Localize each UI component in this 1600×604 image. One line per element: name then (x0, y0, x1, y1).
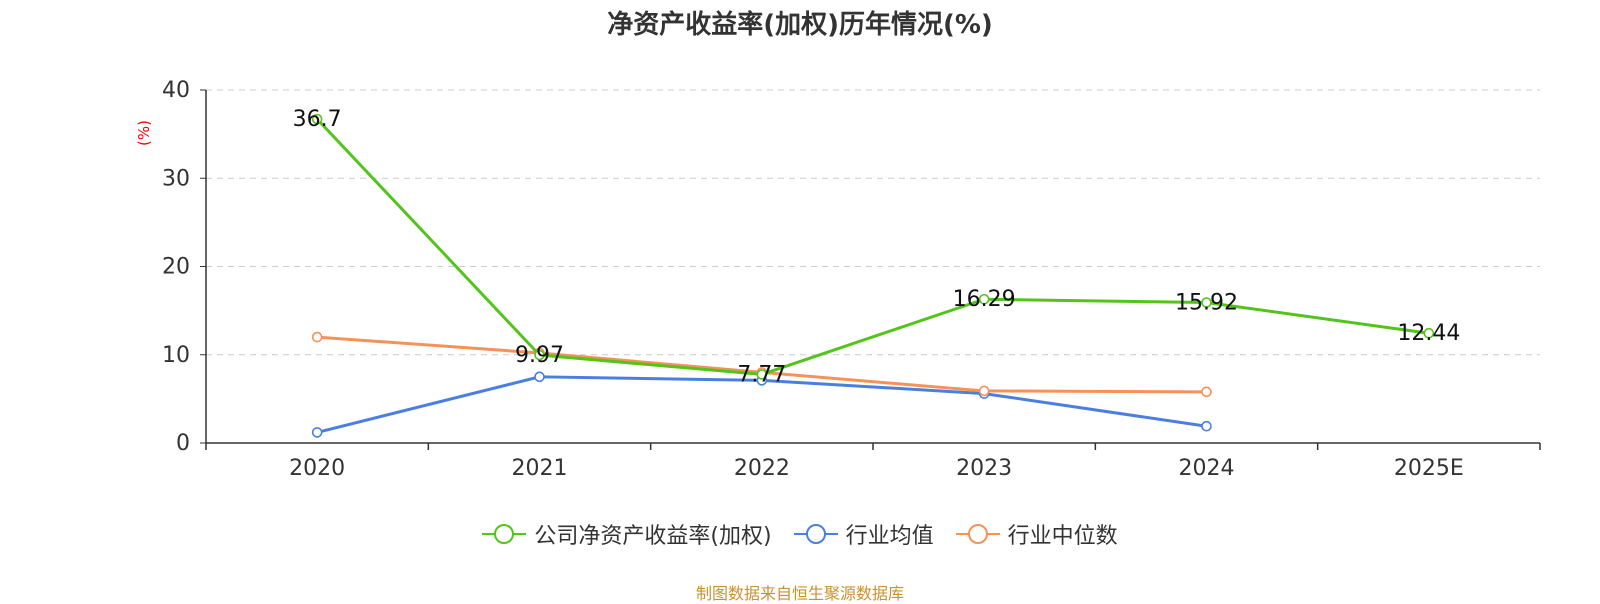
series-point-0 (756, 369, 768, 380)
chart-title: 净资产收益率(加权)历年情况(%) (607, 10, 993, 40)
data-label: 16.29 (953, 287, 1016, 312)
legend-item[interactable]: 公司净资产收益率(加权) (482, 518, 772, 550)
x-tick-label: 2020 (289, 456, 345, 481)
series-point-0 (1201, 297, 1212, 308)
series-point-2 (1201, 386, 1212, 398)
x-tick-label: 2022 (734, 456, 790, 481)
data-label: 15.92 (1175, 291, 1238, 316)
legend-swatch-marker (494, 524, 515, 544)
legend-label: 行业均值 (845, 524, 934, 549)
y-tick-label: 0 (176, 431, 190, 456)
series-point-1 (311, 427, 323, 438)
series-line-0 (316, 118, 1430, 376)
legend-swatch (793, 524, 838, 544)
data-label: 36.7 (293, 107, 342, 132)
x-tick-label: 2021 (512, 456, 568, 481)
data-label: 7.77 (737, 362, 786, 387)
y-tick-label: 30 (162, 166, 190, 191)
chart-legend: 公司净资产收益率(加权) 行业均值 行业中位数 (0, 518, 1600, 550)
y-tick-label: 40 (162, 78, 190, 103)
series-point-2 (311, 331, 323, 343)
legend-label: 行业中位数 (1007, 524, 1118, 549)
series-point-1 (534, 371, 545, 383)
series-point-0 (311, 113, 323, 125)
legend-item[interactable]: 行业中位数 (955, 518, 1118, 550)
legend-label: 公司净资产收益率(加权) (534, 524, 772, 549)
legend-swatch-marker (967, 524, 988, 544)
series-point-2 (978, 385, 990, 397)
series-point-1 (1201, 420, 1212, 432)
legend-swatch (482, 524, 527, 544)
x-tick-label: 2023 (956, 456, 1012, 481)
y-tick-label: 20 (162, 255, 190, 280)
legend-item[interactable]: 行业均值 (793, 518, 934, 550)
series-point-0 (1423, 327, 1435, 339)
legend-swatch-marker (805, 524, 826, 544)
data-label: 9.97 (515, 343, 564, 368)
series-point-0 (534, 349, 545, 361)
series-point-0 (978, 293, 990, 305)
data-source-note: 制图数据来自恒生聚源数据库 (695, 584, 904, 603)
x-tick-label: 2024 (1179, 456, 1235, 481)
legend-swatch (955, 524, 1000, 544)
data-label: 12.44 (1397, 321, 1460, 346)
y-tick-label: 10 (162, 343, 190, 368)
x-tick-label: 2025E (1394, 456, 1464, 481)
